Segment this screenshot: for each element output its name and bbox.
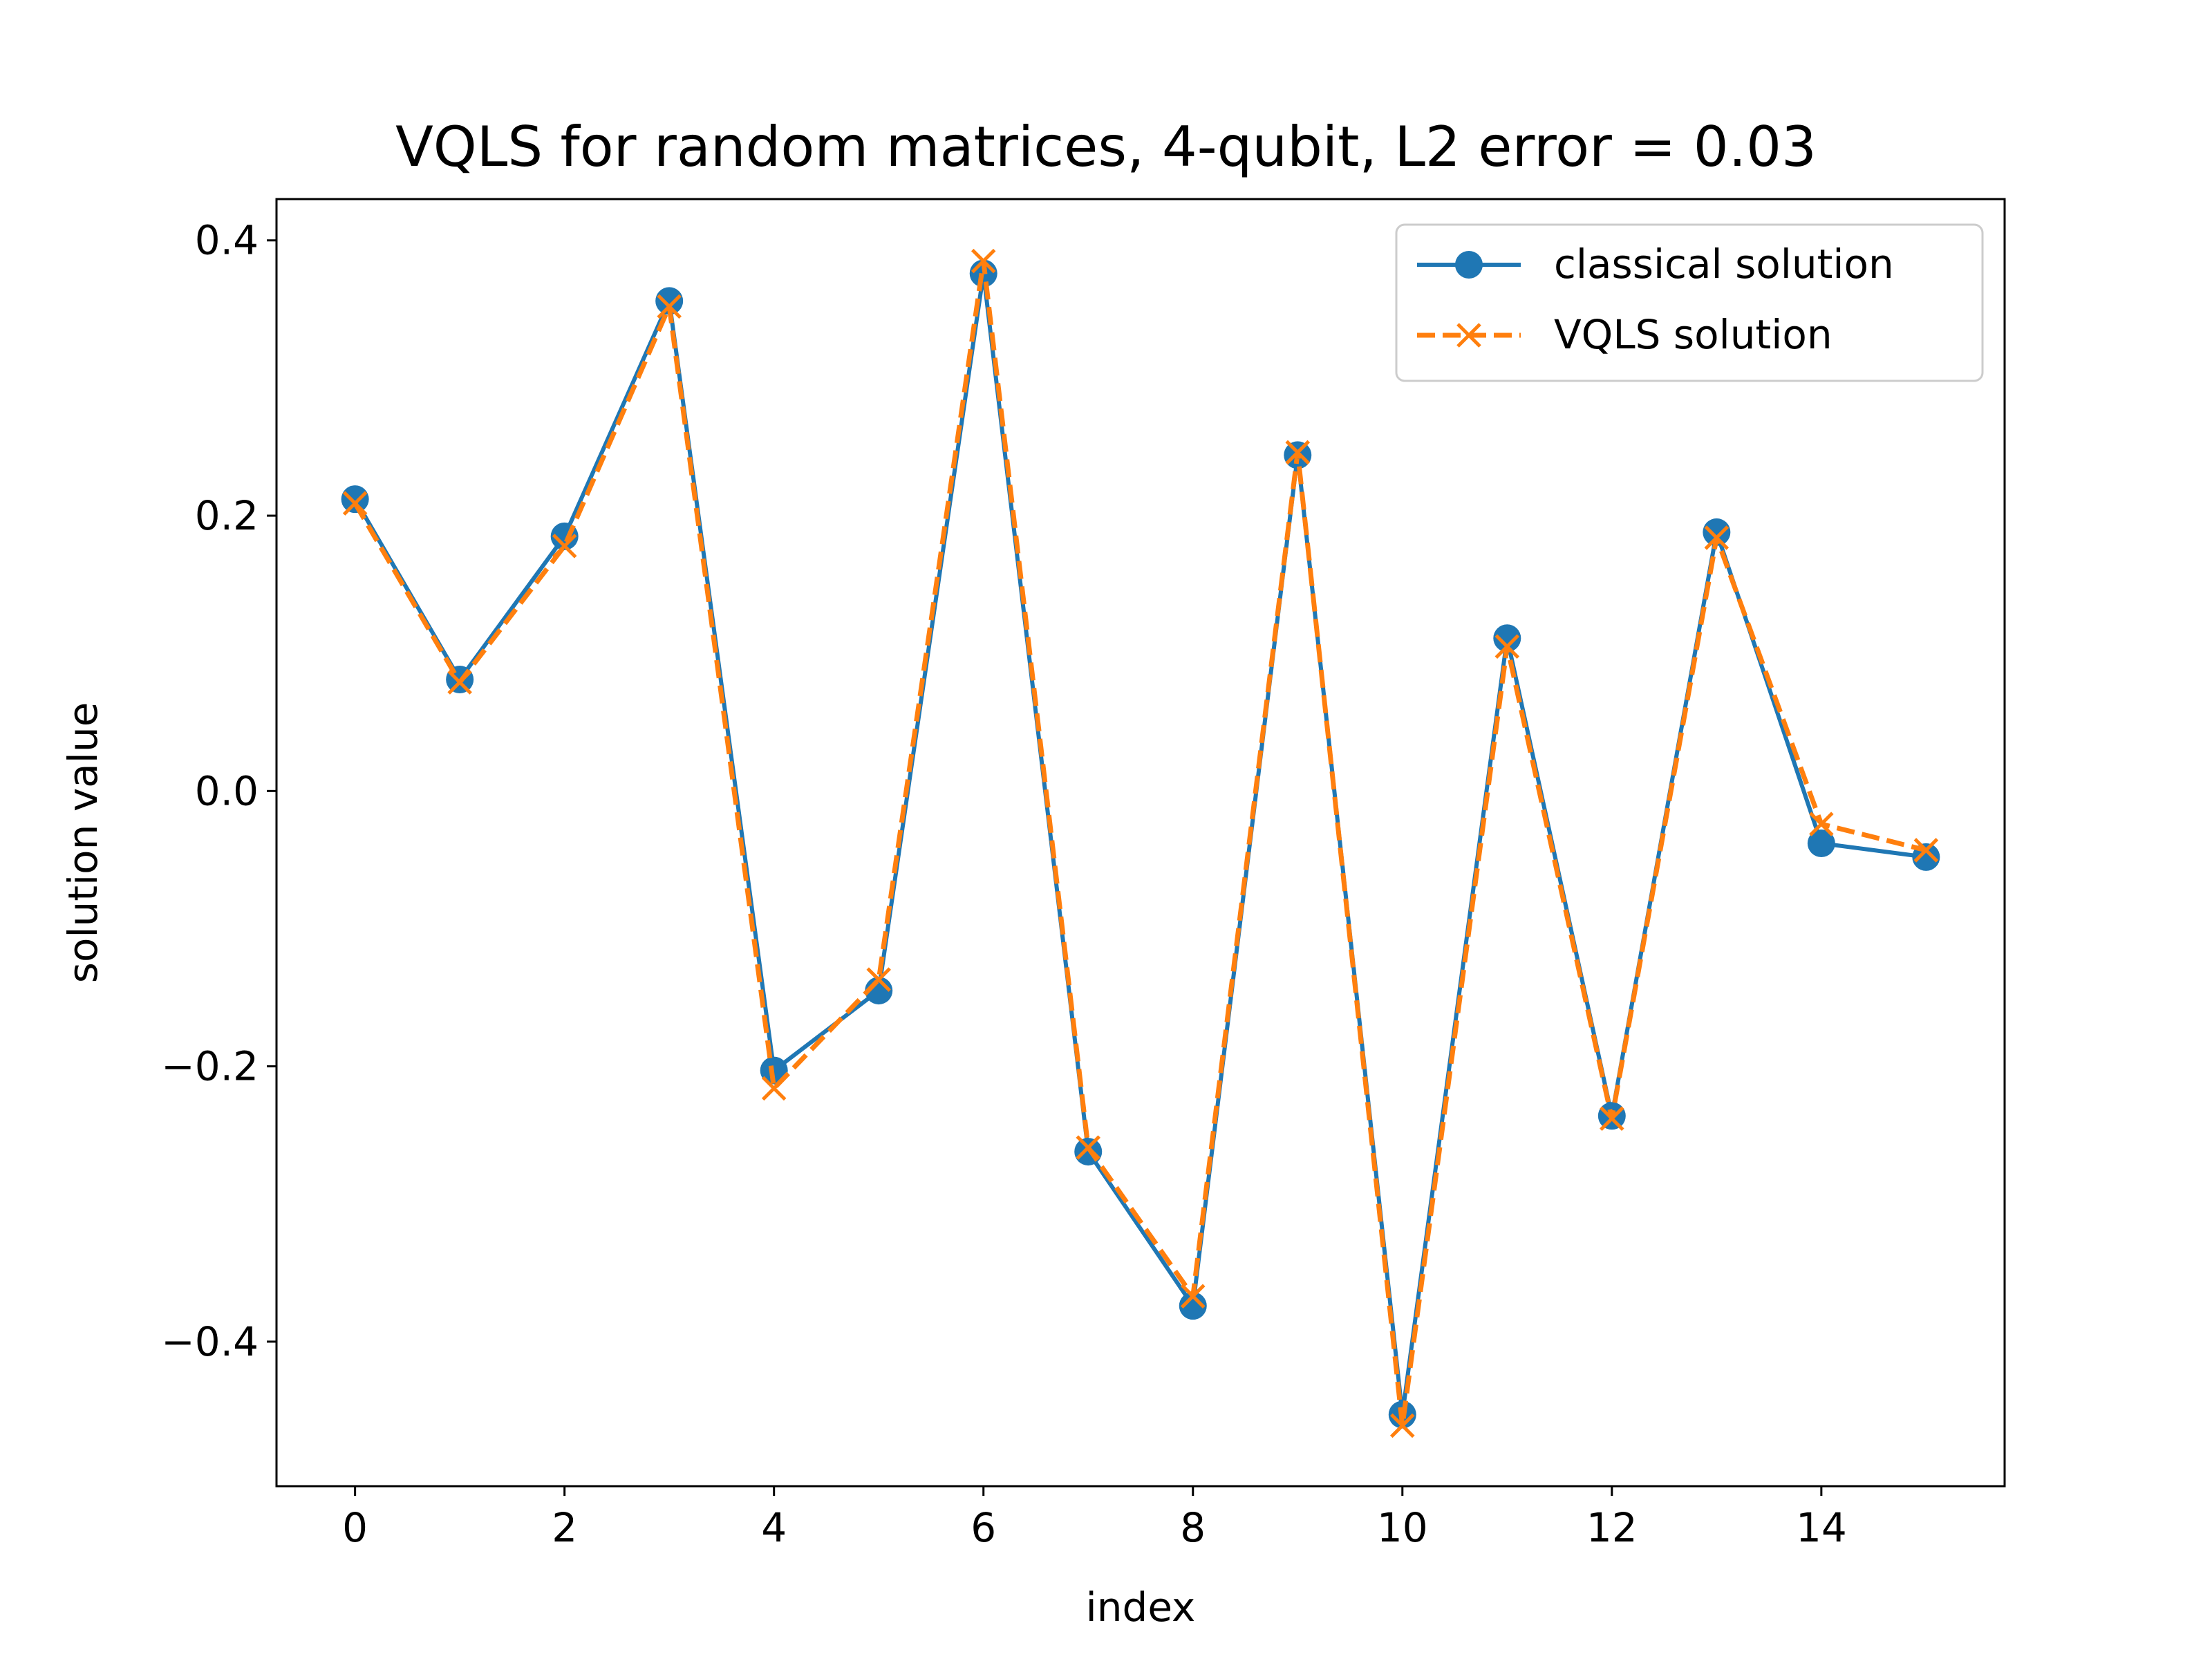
vqls-solution-point [342,491,368,516]
x-tick-label: 10 [1377,1504,1428,1551]
x-tick-label: 12 [1586,1504,1638,1551]
legend: classical solution VQLS solution [1395,223,1984,382]
vqls-solution-point [657,294,682,319]
vqls-marker-stroke [1390,1413,1415,1438]
x-tick-label: 6 [971,1504,996,1551]
x-tick-label: 0 [342,1504,368,1551]
vqls-solution-point [1180,1284,1206,1309]
vqls-solution-point [1809,812,1834,836]
classical-solution-point [1807,829,1835,857]
classical-solution-point [341,485,369,514]
y-tick-label: 0.2 [195,492,259,539]
vqls-solution-point [1285,440,1311,465]
x-tick-label: 2 [552,1504,577,1551]
y-tick-label: −0.2 [161,1043,259,1090]
vqls-marker-stroke [971,248,996,274]
x-tick-label: 14 [1796,1504,1847,1551]
legend-sample-classical [1417,251,1521,279]
vqls-marker-stroke [761,1076,787,1101]
vqls-solution-point [447,670,472,695]
vqls-solution-point [552,534,577,559]
vqls-solution-point [1494,634,1520,659]
vqls-solution-point [1390,1413,1415,1438]
classical-solution-point [1179,1292,1207,1320]
legend-sample-vqls [1417,323,1521,348]
classical-solution-point [1493,624,1521,653]
y-tick-label: −0.4 [161,1318,259,1365]
vqls-solution-point [761,1076,787,1101]
classical-solution-point [1703,518,1731,546]
vqls-solution-point [1600,1106,1624,1132]
y-axis-label: solution value [59,702,106,984]
x-axis-label: index [1086,1584,1196,1631]
vqls-marker-stroke [1076,1135,1101,1160]
vqls-solution-point [1913,838,1939,863]
vqls-marker-stroke [342,491,368,516]
vqls-marker-stroke [866,967,891,992]
vqls-marker-stroke [1180,1284,1206,1309]
vqls-marker-stroke [1913,838,1939,863]
vqls-solution-point [1704,525,1730,550]
series-layer [341,248,1940,1438]
vqls-solution-point [866,967,891,992]
legend-marker-classical [1455,251,1483,279]
vqls-solution-point [1076,1135,1101,1160]
vqls-marker-stroke [1285,440,1311,465]
vqls-marker-stroke [1809,812,1834,836]
vqls-marker-stroke [657,294,682,319]
y-tick-label: 0.4 [195,217,259,264]
y-axis-ticks: 0.4 0.2 0.0 −0.2 −0.4 [161,217,276,1365]
vqls-marker-stroke [1704,525,1730,550]
vqls-marker-stroke [552,534,577,559]
classical-solution-point [655,287,684,315]
x-axis-ticks: 0 2 4 6 8 10 12 14 [342,1486,1847,1551]
vqls-solution-line [353,259,1927,1428]
x-tick-label: 4 [761,1504,787,1551]
vqls-marker-stroke [1494,634,1520,659]
vqls-marker-stroke [1600,1106,1624,1132]
legend-box [1395,223,1984,382]
plot-frame [275,198,2006,1488]
vqls-marker-stroke [447,670,472,695]
legend-label-vqls: VQLS solution [1554,311,1833,358]
vqls-solution-point [971,248,996,274]
legend-marker-vqls [1456,323,1481,348]
x-tick-label: 8 [1180,1504,1206,1551]
legend-label-classical: classical solution [1554,241,1894,288]
y-tick-label: 0.0 [195,767,259,814]
chart-title: VQLS for random matrices, 4-qubit, L2 er… [395,115,1817,179]
